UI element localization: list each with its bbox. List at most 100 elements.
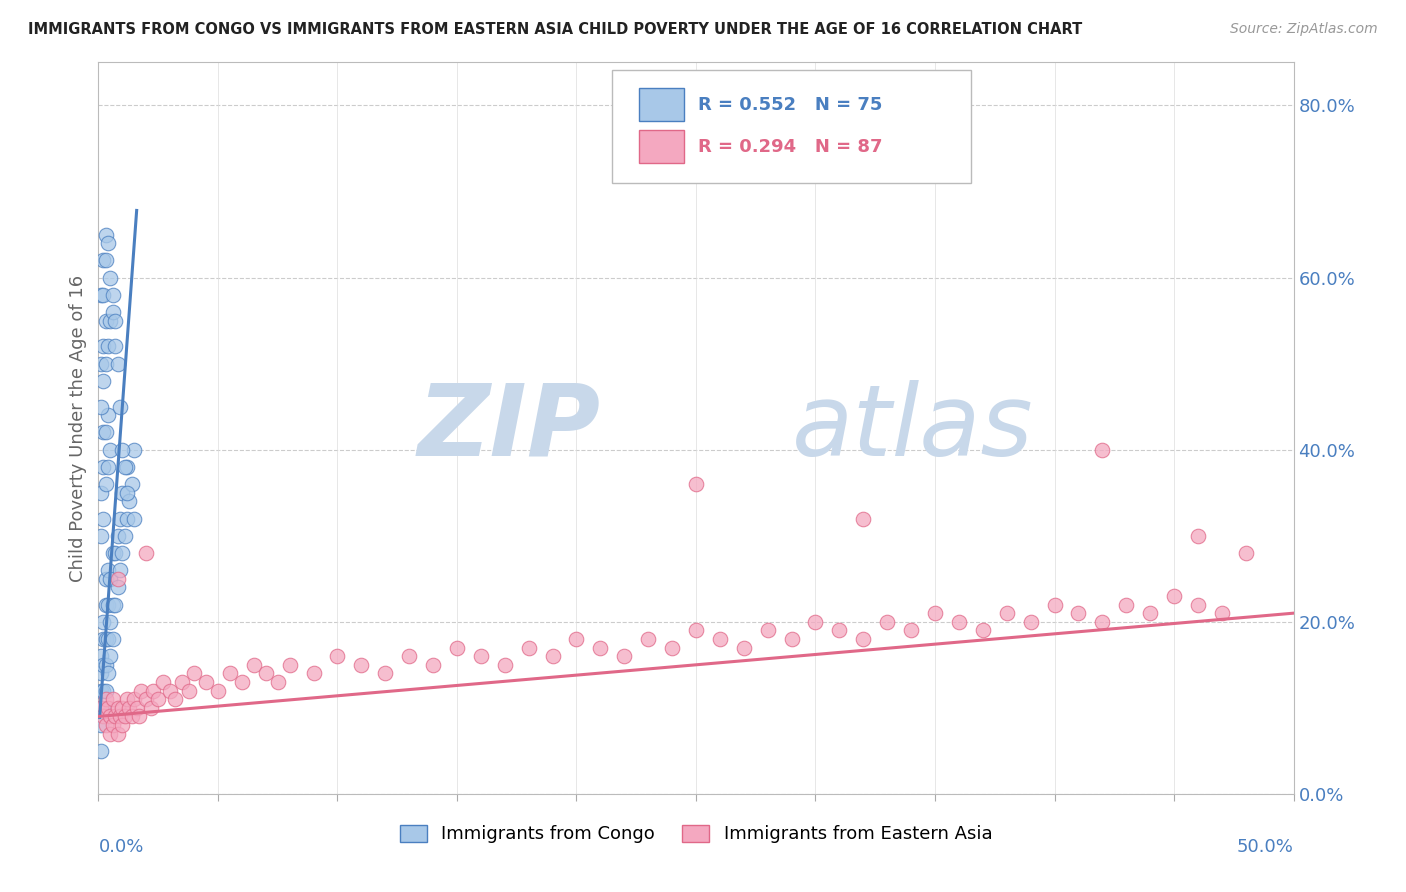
- Point: [326, 649, 349, 664]
- Point: [924, 606, 946, 620]
- Point: [152, 675, 174, 690]
- Point: [1019, 615, 1042, 629]
- Point: [108, 563, 131, 577]
- Point: [108, 400, 131, 414]
- Point: [115, 692, 138, 706]
- Point: [111, 546, 134, 560]
- Point: [267, 675, 290, 690]
- Point: [756, 624, 779, 638]
- Point: [685, 624, 707, 638]
- Point: [90, 485, 112, 500]
- Point: [90, 701, 112, 715]
- Point: [111, 485, 134, 500]
- Point: [350, 657, 373, 672]
- Point: [114, 529, 136, 543]
- Point: [90, 666, 112, 681]
- Point: [98, 313, 122, 327]
- Point: [94, 477, 117, 491]
- Point: [91, 709, 114, 723]
- Point: [90, 744, 112, 758]
- Point: [142, 683, 165, 698]
- Point: [98, 726, 122, 740]
- Point: [128, 709, 150, 723]
- Point: [101, 305, 124, 319]
- Point: [91, 632, 114, 646]
- Point: [118, 494, 141, 508]
- Point: [91, 287, 114, 301]
- Point: [94, 572, 117, 586]
- Point: [104, 598, 127, 612]
- Point: [97, 409, 120, 423]
- Text: ZIP: ZIP: [418, 380, 600, 476]
- Point: [219, 666, 242, 681]
- Point: [94, 718, 117, 732]
- Point: [804, 615, 827, 629]
- Legend: Immigrants from Congo, Immigrants from Eastern Asia: Immigrants from Congo, Immigrants from E…: [392, 817, 1000, 851]
- Point: [101, 598, 124, 612]
- Point: [231, 675, 253, 690]
- Point: [94, 692, 117, 706]
- Point: [91, 425, 114, 440]
- Point: [97, 459, 120, 474]
- Text: 50.0%: 50.0%: [1237, 838, 1294, 855]
- Point: [108, 709, 131, 723]
- Point: [94, 425, 117, 440]
- Point: [995, 606, 1018, 620]
- Point: [90, 400, 112, 414]
- Point: [107, 726, 129, 740]
- Point: [1091, 442, 1114, 457]
- Point: [91, 701, 114, 715]
- Point: [90, 649, 112, 664]
- Point: [104, 546, 127, 560]
- Point: [114, 459, 136, 474]
- Point: [1115, 598, 1137, 612]
- Point: [780, 632, 803, 646]
- Point: [124, 692, 146, 706]
- Point: [121, 709, 143, 723]
- Point: [107, 357, 129, 371]
- Point: [91, 615, 114, 629]
- Point: [254, 666, 277, 681]
- Point: [589, 640, 612, 655]
- Point: [494, 657, 516, 672]
- Point: [852, 632, 875, 646]
- Point: [108, 511, 131, 525]
- Point: [1091, 615, 1114, 629]
- Point: [107, 529, 129, 543]
- Point: [101, 546, 124, 560]
- Point: [733, 640, 755, 655]
- Point: [91, 511, 114, 525]
- Point: [90, 718, 112, 732]
- Point: [98, 270, 122, 285]
- Text: atlas: atlas: [792, 380, 1033, 476]
- Point: [948, 615, 970, 629]
- Point: [91, 657, 114, 672]
- Point: [90, 357, 112, 371]
- Point: [97, 236, 120, 251]
- Text: Source: ZipAtlas.com: Source: ZipAtlas.com: [1230, 22, 1378, 37]
- Point: [139, 701, 162, 715]
- Point: [104, 339, 127, 353]
- Point: [107, 701, 129, 715]
- Bar: [638, 88, 685, 121]
- Point: [101, 632, 124, 646]
- Point: [1187, 598, 1209, 612]
- Point: [302, 666, 325, 681]
- Point: [828, 624, 851, 638]
- Point: [94, 357, 117, 371]
- Point: [90, 683, 112, 698]
- Point: [900, 624, 922, 638]
- Point: [398, 649, 420, 664]
- Point: [98, 442, 122, 457]
- Point: [613, 649, 636, 664]
- Point: [637, 632, 659, 646]
- Point: [183, 666, 205, 681]
- Point: [470, 649, 492, 664]
- Point: [94, 598, 117, 612]
- Point: [135, 546, 157, 560]
- Point: [97, 339, 120, 353]
- Point: [1234, 546, 1257, 560]
- Point: [565, 632, 588, 646]
- Point: [195, 675, 218, 690]
- Point: [374, 666, 396, 681]
